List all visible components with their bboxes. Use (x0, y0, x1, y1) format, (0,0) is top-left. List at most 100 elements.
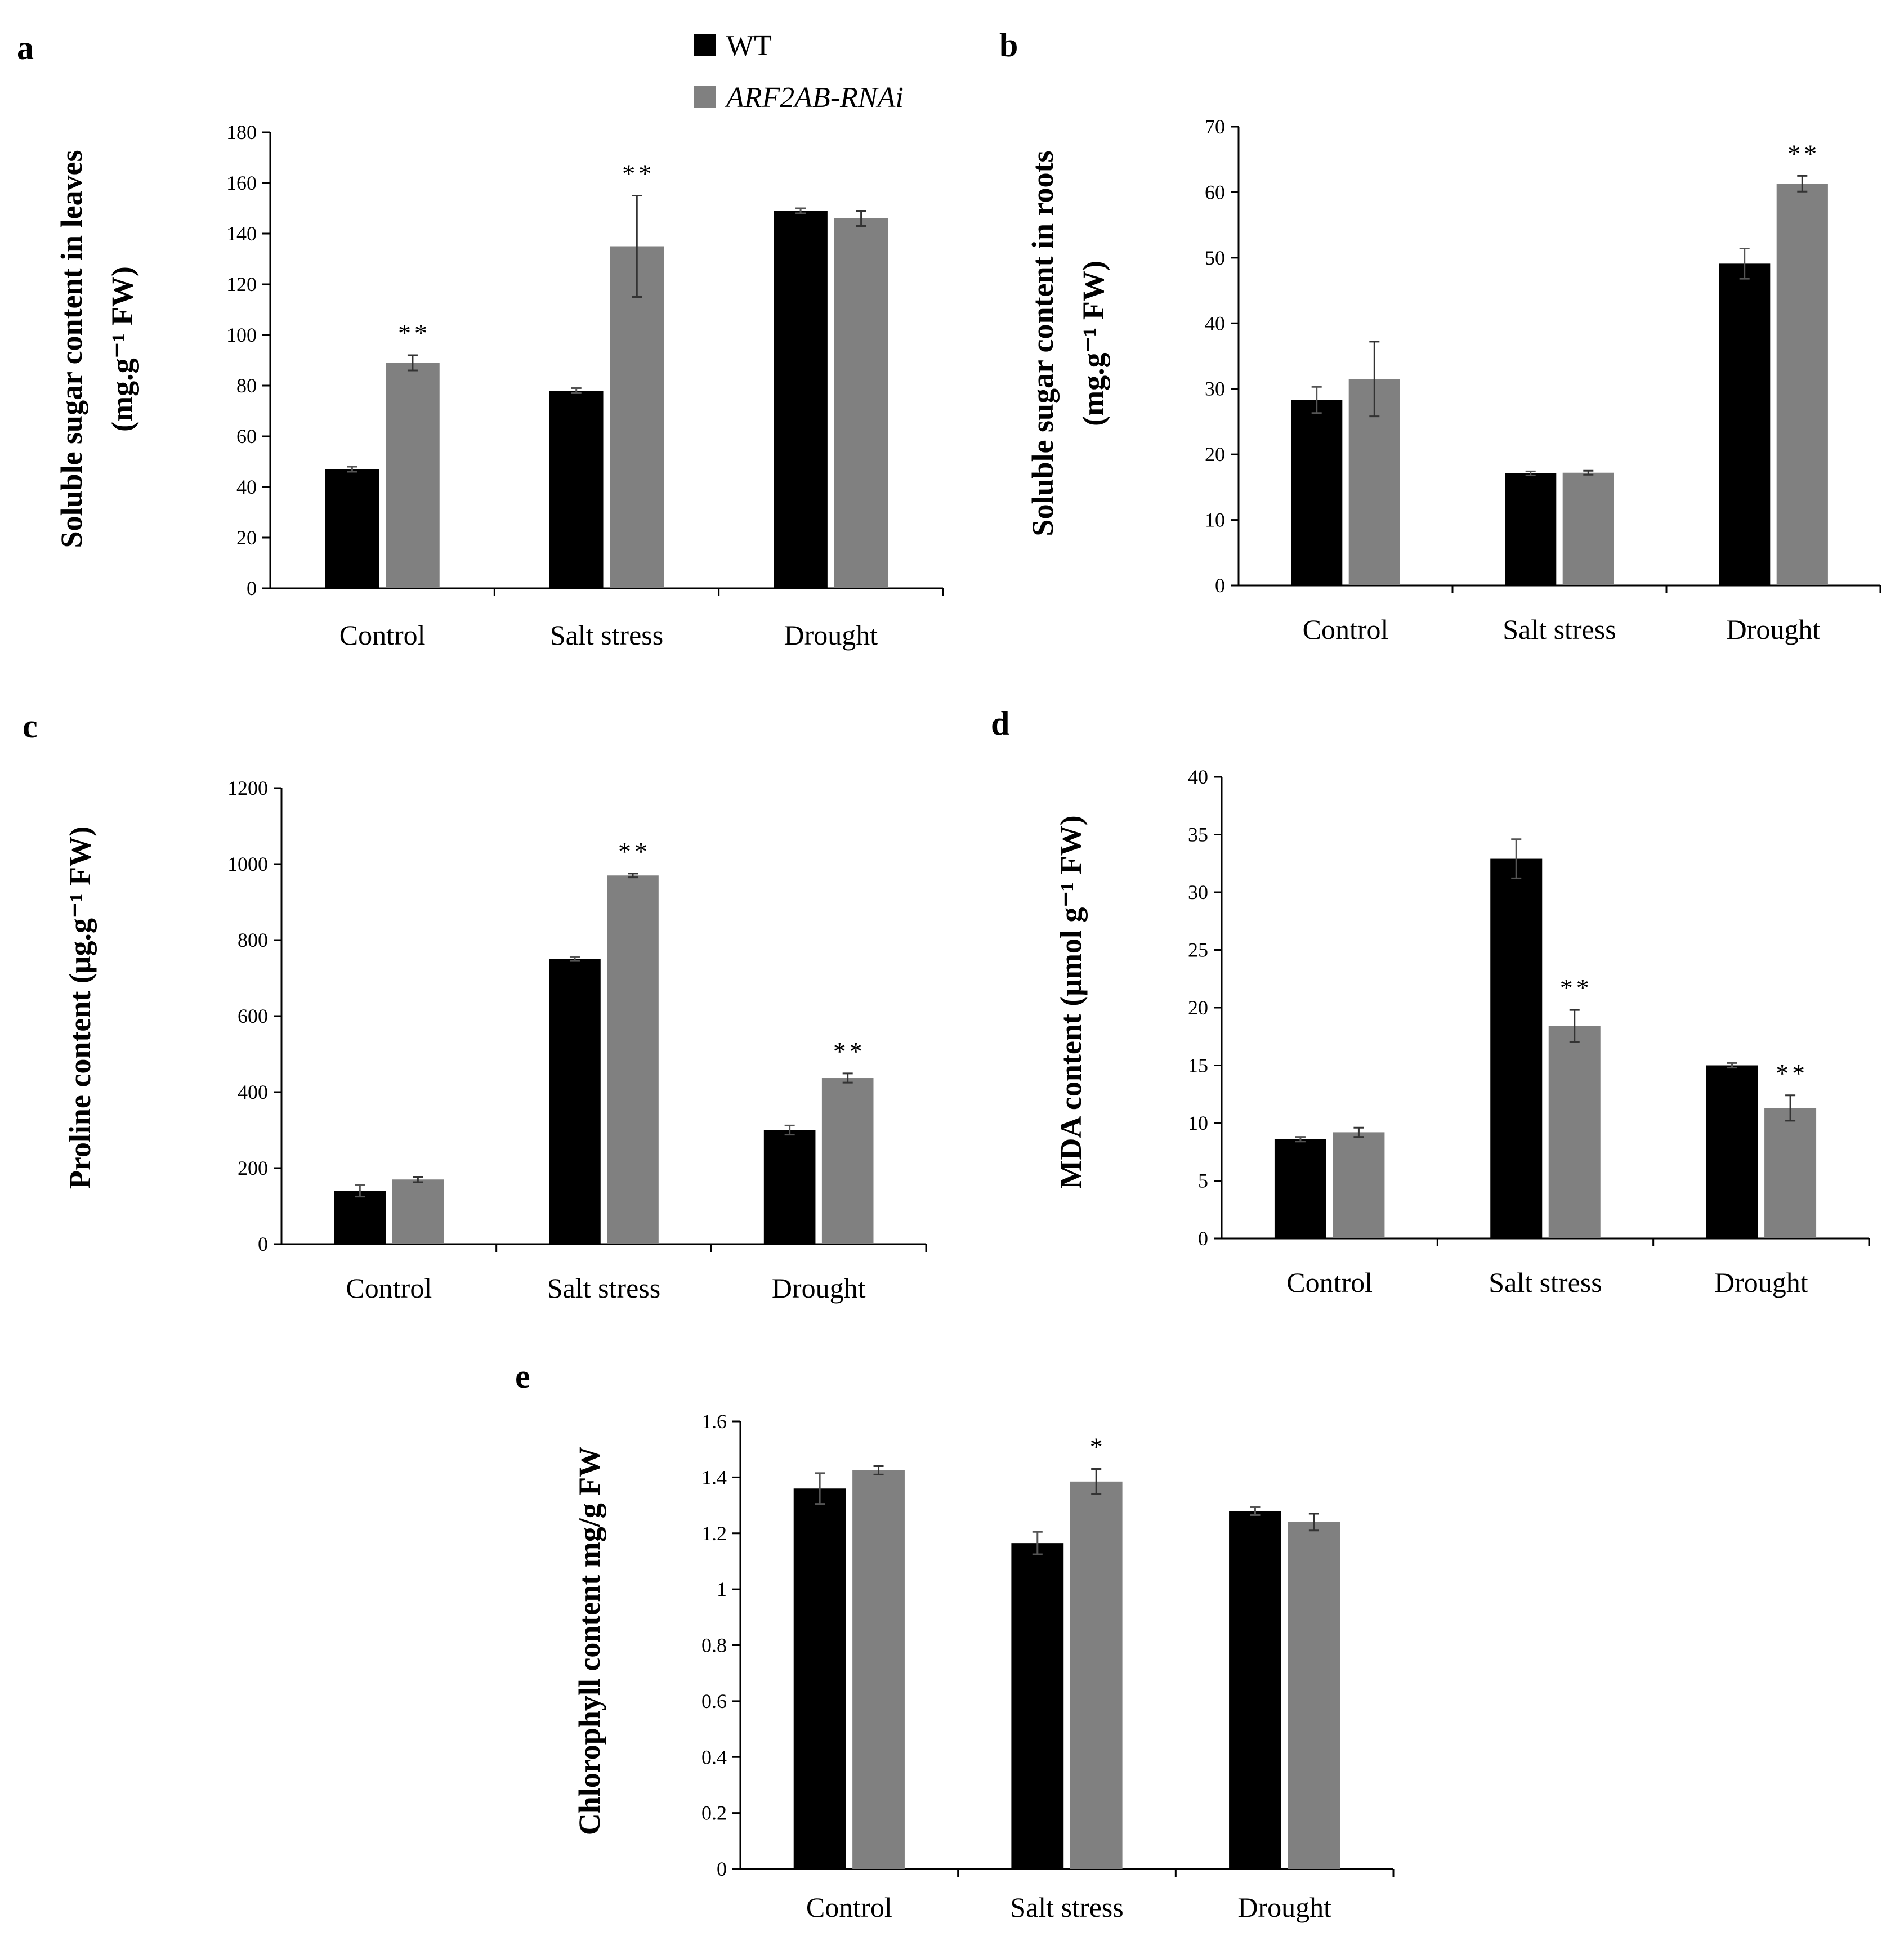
y-axis-title: Chlorophyll content mg/g FW (573, 1447, 606, 1836)
panel-label-c: c (23, 708, 38, 745)
y-tick-label: 30 (1205, 378, 1225, 400)
y-tick-label: 20 (1188, 996, 1208, 1019)
bar-rnai (392, 1179, 444, 1244)
y-tick-label: 35 (1188, 824, 1208, 846)
bar-rnai (386, 363, 440, 588)
legend: WT ARF2AB-RNAi (694, 30, 904, 114)
y-tick-label: 25 (1188, 939, 1208, 961)
category-label: Drought (784, 619, 878, 651)
y-tick-label: 1.6 (701, 1410, 727, 1433)
bar-rnai (607, 875, 659, 1244)
y-tick-label: 0.6 (701, 1690, 727, 1712)
bar-wt (774, 211, 828, 588)
y-axis-title: Soluble sugar content in leaves (55, 150, 88, 548)
legend-label-rnai: ARF2AB-RNAi (725, 82, 904, 114)
panel-label-d: d (991, 705, 1009, 742)
bar-wt (1011, 1543, 1064, 1869)
legend-label-wt: WT (726, 30, 772, 62)
category-label: Control (806, 1891, 892, 1923)
bar-wt (793, 1488, 846, 1869)
bar-rnai (1288, 1522, 1340, 1869)
bar-rnai (1562, 472, 1614, 585)
y-tick-label: 0 (717, 1858, 727, 1880)
y-tick-label: 1 (717, 1578, 727, 1600)
category-label: Salt stress (1489, 1267, 1602, 1298)
category-label: Salt stress (547, 1272, 660, 1304)
y-tick-label: 800 (238, 929, 268, 951)
y-tick-label: 50 (1205, 247, 1225, 269)
y-tick-label: 1200 (227, 777, 268, 799)
y-axis-title: (mg.g⁻¹ FW) (1076, 261, 1110, 426)
significance-marker: ** (1776, 1059, 1808, 1088)
y-tick-label: 600 (238, 1005, 268, 1027)
y-tick-label: 1.2 (701, 1522, 727, 1545)
y-tick-label: 1.4 (701, 1466, 727, 1488)
category-label: Salt stress (1010, 1891, 1123, 1923)
y-tick-label: 30 (1188, 881, 1208, 904)
bar-rnai (1070, 1481, 1123, 1869)
chart-panel-b: b 0 10 20 30 40 50 60 70 Control Salt stress Drough… (999, 26, 1881, 645)
y-tick-label: 0.4 (701, 1746, 727, 1768)
y-tick-label: 400 (238, 1081, 268, 1103)
category-label: Salt stress (1503, 614, 1616, 645)
significance-marker: ** (1560, 973, 1593, 1002)
y-tick-label: 160 (226, 172, 257, 194)
y-axis-title: MDA content (μmol g⁻¹ FW) (1054, 815, 1088, 1188)
y-tick-label: 0 (258, 1233, 268, 1255)
panel-label-b: b (999, 26, 1018, 64)
category-label: Drought (1714, 1267, 1808, 1298)
chart-panel-e: e 0 0.2 0.4 0.6 0.8 1 1.2 1.4 1.6 Control Salt stre… (515, 1358, 1395, 1923)
y-tick-label: 40 (1188, 766, 1208, 788)
bar-wt (1505, 473, 1557, 585)
category-label: Control (1303, 614, 1389, 645)
y-tick-label: 0 (1198, 1227, 1208, 1250)
bar-wt (763, 1130, 816, 1244)
y-tick-label: 20 (1205, 443, 1225, 466)
y-tick-label: 70 (1205, 115, 1225, 138)
significance-marker: ** (1787, 139, 1820, 168)
bar-wt (1291, 400, 1343, 585)
bar-wt (1274, 1139, 1326, 1238)
y-tick-label: 80 (236, 374, 257, 397)
bar-rnai (834, 218, 888, 588)
bar-wt (1706, 1065, 1758, 1238)
bar-wt (549, 959, 601, 1244)
y-axis-title: Proline content (μg.g⁻¹ FW) (63, 826, 97, 1189)
panel-label-e: e (515, 1358, 530, 1395)
y-tick-label: 140 (226, 222, 257, 245)
category-label: Drought (772, 1272, 866, 1304)
y-tick-label: 5 (1198, 1170, 1208, 1192)
y-tick-label: 0.8 (701, 1634, 727, 1657)
bar-rnai (610, 246, 664, 588)
significance-marker: ** (618, 837, 651, 866)
y-tick-label: 0 (247, 577, 257, 600)
y-tick-label: 40 (1205, 312, 1225, 334)
y-tick-label: 0.2 (701, 1802, 727, 1824)
y-tick-label: 0 (1215, 574, 1225, 597)
y-tick-label: 60 (236, 425, 257, 448)
y-tick-label: 10 (1188, 1112, 1208, 1134)
chart-panel-a: a 0 20 40 60 80 100 120 140 160 180 Control ** Salt s… (17, 29, 944, 651)
y-tick-label: 1000 (227, 853, 268, 875)
significance-marker: * (1090, 1432, 1106, 1461)
y-tick-label: 100 (226, 324, 257, 346)
chart-panel-c: c 0 200 400 600 800 1000 1200 Control Salt stress… (23, 708, 927, 1304)
category-label: Control (339, 619, 426, 651)
y-axis-title: Soluble sugar content in roots (1026, 150, 1060, 536)
significance-marker: ** (833, 1037, 866, 1066)
category-label: Drought (1237, 1891, 1331, 1923)
y-tick-label: 15 (1188, 1054, 1208, 1077)
bar-rnai (821, 1078, 874, 1244)
bar-wt (1719, 263, 1771, 586)
y-axis-title: (mg.g⁻¹ FW) (105, 266, 139, 432)
bar-wt (1490, 858, 1543, 1238)
bar-rnai (1764, 1108, 1817, 1238)
bar-wt (1229, 1511, 1281, 1869)
chart-panel-d: d 0 5 10 15 20 25 30 35 40 Control Salt stress ** Dro… (991, 705, 1870, 1298)
bar-wt (325, 469, 379, 588)
y-tick-label: 180 (226, 121, 257, 144)
y-tick-label: 10 (1205, 509, 1225, 531)
significance-marker: ** (622, 159, 655, 188)
category-label: Drought (1727, 614, 1821, 645)
